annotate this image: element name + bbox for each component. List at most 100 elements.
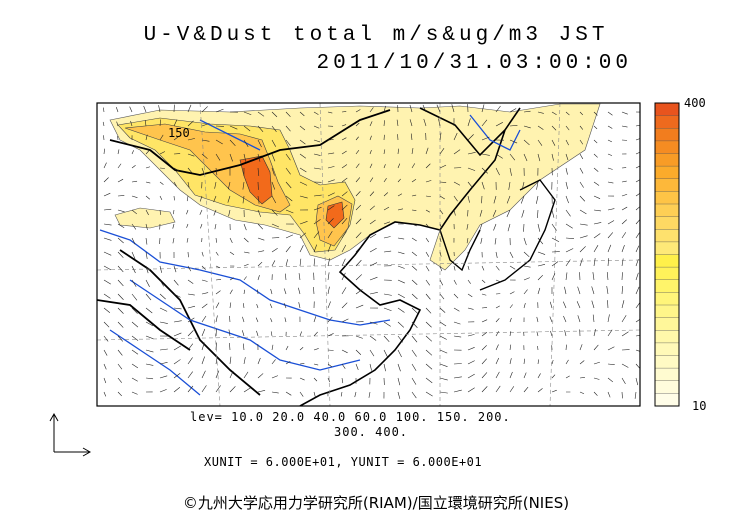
wind-arrow	[369, 363, 372, 371]
wind-arrow	[436, 104, 441, 113]
wind-arrow	[313, 231, 320, 239]
wind-arrow	[521, 209, 525, 218]
wind-arrow	[383, 293, 392, 296]
wind-arrow	[173, 332, 182, 337]
wind-arrow	[299, 181, 308, 186]
wind-arrow	[369, 292, 378, 295]
wind-arrow	[439, 321, 447, 327]
wind-arrow	[439, 147, 445, 155]
wind-arrow	[479, 223, 483, 231]
wind-arrow	[621, 363, 629, 368]
wind-arrow	[187, 385, 194, 393]
wind-arrow	[523, 358, 525, 365]
wind-arrow	[327, 333, 334, 337]
wind-arrow	[565, 181, 568, 190]
wind-arrow	[481, 293, 487, 296]
wind-arrow	[383, 120, 385, 127]
wind-arrow	[481, 386, 488, 393]
wind-arrow	[551, 237, 560, 243]
wind-arrow	[453, 209, 456, 216]
wind-arrow	[229, 386, 236, 393]
wind-arrow	[327, 316, 333, 323]
wind-arrow	[257, 139, 262, 148]
wind-arrow	[397, 377, 401, 386]
wind-arrow	[425, 223, 430, 228]
wind-arrow	[131, 150, 134, 155]
wind-arrow	[453, 293, 459, 299]
wind-arrow	[579, 391, 585, 394]
wind-arrow	[635, 193, 640, 197]
wind-arrow	[355, 163, 360, 169]
wind-arrow	[187, 265, 192, 272]
colorbar-segment	[655, 393, 679, 407]
wind-arrow	[117, 265, 124, 273]
wind-arrow	[341, 137, 347, 141]
wind-arrow	[173, 387, 181, 393]
wind-arrow	[201, 328, 206, 337]
wind-arrow	[187, 305, 196, 309]
wind-arrow	[355, 363, 359, 371]
wind-arrow	[327, 258, 330, 267]
wind-arrow	[145, 349, 154, 353]
wind-arrow	[299, 221, 308, 225]
wind-arrow	[551, 223, 557, 231]
wind-arrow	[327, 218, 334, 225]
wind-arrow	[607, 314, 610, 323]
wind-arrow	[467, 279, 471, 284]
wind-arrow	[299, 391, 304, 397]
wind-arrow	[621, 286, 623, 295]
wind-arrow	[523, 302, 526, 309]
wind-arrow	[173, 119, 178, 127]
wind-arrow	[257, 209, 262, 218]
wind-arrow	[565, 248, 574, 253]
wind-arrow	[173, 167, 180, 171]
wind-arrow	[537, 139, 543, 146]
wind-arrow	[103, 162, 107, 169]
wind-arrow	[299, 377, 305, 381]
wind-arrow	[355, 109, 361, 113]
wind-arrow	[607, 329, 613, 337]
wind-arrow	[327, 349, 334, 351]
wind-arrow	[467, 334, 475, 337]
colorbar-segment	[655, 229, 679, 243]
wind-arrow	[271, 181, 276, 190]
wind-arrow	[495, 122, 503, 127]
wind-arrow	[523, 251, 530, 258]
wind-arrow	[145, 265, 149, 274]
wind-arrow	[103, 107, 105, 113]
wind-arrow	[116, 121, 119, 127]
wind-arrow	[355, 232, 362, 239]
wind-arrow	[397, 265, 405, 269]
wind-arrow	[187, 371, 193, 379]
wind-arrow	[509, 251, 514, 259]
wind-arrow	[243, 263, 249, 267]
wind-arrow	[439, 265, 443, 272]
wind-arrow	[551, 261, 559, 267]
wind-arrow	[467, 307, 474, 310]
wind-arrow	[439, 293, 445, 300]
wind-arrow	[229, 125, 238, 130]
wind-arrow	[577, 315, 581, 323]
wind-arrow	[551, 209, 555, 218]
wind-arrow	[439, 307, 446, 313]
wind-arrow	[187, 317, 195, 323]
wind-arrow	[439, 349, 448, 354]
wind-arrow	[271, 344, 274, 351]
wind-arrow	[397, 251, 405, 255]
wind-arrow	[537, 359, 540, 365]
wind-arrow	[565, 272, 568, 281]
wind-arrow	[453, 321, 461, 325]
wind-arrow	[523, 125, 531, 129]
wind-arrow	[173, 265, 177, 273]
contour-label: 150	[168, 126, 190, 140]
wind-arrow	[327, 363, 333, 368]
wind-arrow	[551, 139, 556, 146]
wind-arrow	[270, 331, 273, 337]
wind-arrow	[341, 302, 348, 309]
wind-arrow	[355, 274, 362, 281]
wind-arrow	[172, 237, 175, 244]
wind-arrow	[229, 277, 234, 281]
wind-arrow	[621, 315, 627, 323]
wind-arrow	[243, 357, 246, 365]
colorbar-segment	[655, 254, 679, 268]
